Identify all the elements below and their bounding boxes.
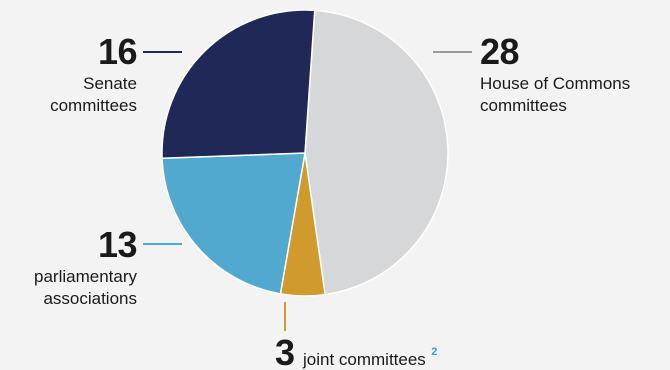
pie-slice-senate-committees [161, 9, 316, 160]
label-joint-committees: 3 joint committees 2 [275, 302, 437, 370]
label-parliamentary-associations-line1: parliamentary [34, 267, 137, 286]
value-house-of-commons: 28 [480, 31, 519, 72]
value-senate: 16 [98, 31, 137, 72]
pie-slice-house-of-commons-committees [304, 9, 449, 296]
label-house-of-commons-line2: committees [480, 96, 567, 115]
label-senate-line1: Senate [83, 74, 137, 93]
pie-slice-parliamentary-associations [161, 152, 306, 295]
label-parliamentary-associations-line2: associations [43, 289, 137, 308]
label-senate: 16 Senate committees [50, 31, 182, 115]
value-joint-committees: 3 [275, 332, 295, 370]
label-joint-committees-line1: joint committees [302, 350, 426, 369]
label-house-of-commons: 28 House of Commons committees [433, 31, 630, 115]
footnote-joint-committees: 2 [431, 346, 437, 358]
label-parliamentary-associations: 13 parliamentary associations [34, 224, 182, 308]
label-senate-line2: committees [50, 96, 137, 115]
value-parliamentary-associations: 13 [98, 224, 137, 265]
pie-slices [161, 9, 449, 297]
label-joint-committees-text: 3 joint committees 2 [275, 332, 437, 370]
label-house-of-commons-line1: House of Commons [480, 74, 630, 93]
